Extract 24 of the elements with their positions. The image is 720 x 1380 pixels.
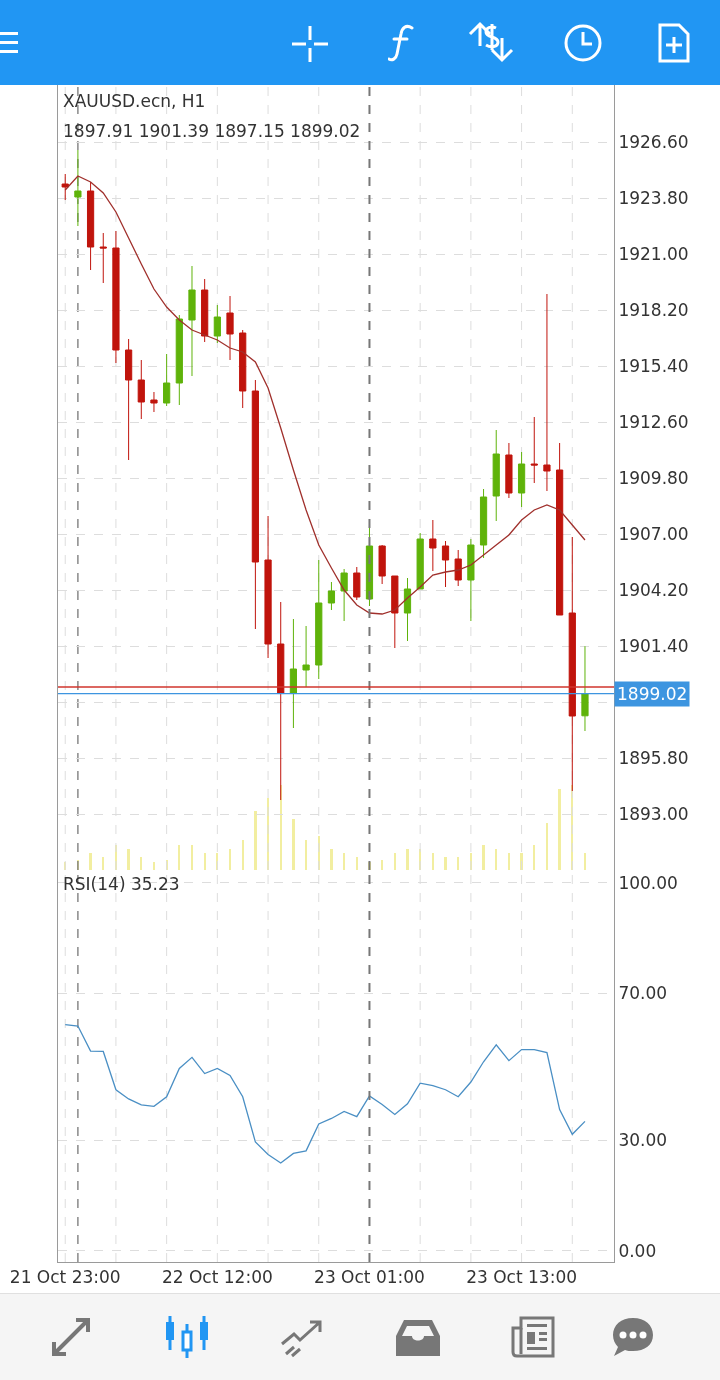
y-tick-label: 1921.00 [618, 243, 689, 264]
y-tick-label: 1923.80 [618, 187, 689, 208]
y-tick-label: 1901.40 [618, 635, 689, 656]
y-tick-label: 0.00 [618, 1240, 657, 1261]
y-tick-label: 1893.00 [618, 803, 689, 824]
ref-line-label: 1899.02 [617, 684, 688, 704]
y-tick-label: 1909.80 [618, 467, 689, 488]
y-tick-label: 1907.00 [618, 523, 689, 544]
y-tick-label: 1895.80 [618, 747, 689, 768]
y-tick-label: 1904.20 [618, 579, 689, 600]
y-tick-label: 1915.40 [618, 355, 689, 376]
chart-title: RSI(14) 35.23 [63, 874, 180, 894]
y-tick-label: 1912.60 [618, 411, 689, 432]
y-tick-label: 1926.60 [618, 131, 689, 152]
y-tick-label: 30.00 [618, 1130, 668, 1151]
y-tick-label: 100.00 [618, 872, 678, 893]
x-tick-label: 23 Oct 01:00 [314, 1267, 425, 1288]
x-tick-label: 21 Oct 23:00 [9, 1267, 121, 1288]
x-tick-label: 22 Oct 12:00 [161, 1267, 273, 1288]
text: 1897.91 1901.39 1897.15 1899.02 [63, 121, 361, 141]
y-tick-label: 1918.20 [618, 299, 689, 320]
x-tick-label: 23 Oct 13:00 [466, 1267, 577, 1288]
chart-title: XAUUSD.ecn, H1 [63, 91, 206, 111]
y-tick-label: 70.00 [618, 983, 668, 1004]
